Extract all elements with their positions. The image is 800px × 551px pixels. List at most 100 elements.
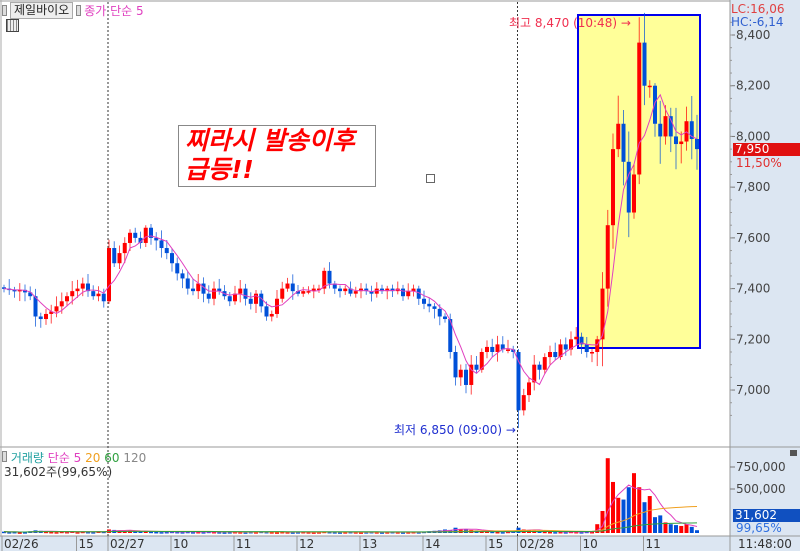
- volume-bar: [343, 532, 348, 534]
- price-axis-bg: [730, 0, 800, 551]
- volume-bar: [212, 531, 216, 534]
- volume-bar: [679, 525, 684, 533]
- volume-bar: [170, 531, 174, 534]
- candle-body: [674, 136, 678, 145]
- volume-bar: [301, 531, 306, 534]
- volume-ma60[interactable]: 60: [104, 451, 120, 465]
- volume-bar: [248, 531, 253, 534]
- volume-tick-label: 750,000: [736, 460, 786, 474]
- high-marker-text: 최고 8,470 (10:48): [509, 16, 618, 30]
- volume-bar: [637, 487, 642, 533]
- volume-bar: [558, 531, 563, 534]
- volume-bar: [311, 532, 316, 534]
- candle-body: [154, 237, 159, 241]
- volume-ma5[interactable]: 단순 5: [47, 451, 82, 465]
- candle-body: [212, 288, 216, 299]
- stock-name-button[interactable]: 제일바이오: [10, 2, 74, 19]
- volume-bar: [385, 532, 390, 534]
- volume-bar: [369, 531, 374, 534]
- candle-body: [516, 352, 521, 411]
- volume-bar: [12, 531, 17, 534]
- candle-body: [495, 344, 500, 352]
- drag-handle[interactable]: [76, 5, 82, 16]
- candle-body: [369, 291, 374, 294]
- candle-body: [280, 288, 285, 299]
- time-label: 11: [236, 537, 251, 551]
- volume-bar: [133, 531, 138, 533]
- candle-body: [464, 369, 468, 385]
- volume-bar: [443, 529, 447, 533]
- volume-tick-label: 500,000: [736, 482, 786, 496]
- volume-bar: [584, 531, 589, 534]
- volume-bar: [495, 531, 500, 534]
- volume-legend: 거래량 단순 5 20 60 120: [2, 449, 146, 466]
- candle-body: [506, 349, 510, 351]
- candle-body: [390, 288, 395, 292]
- volume-ma120[interactable]: 120: [123, 451, 147, 465]
- volume-bar: [65, 531, 69, 534]
- panel-menu-icon[interactable]: [790, 450, 797, 456]
- candle-body: [527, 382, 531, 396]
- volume-bar: [23, 532, 27, 534]
- candle-body: [254, 293, 258, 304]
- candle-body: [191, 288, 195, 292]
- candle-body: [227, 296, 232, 302]
- candle-body: [233, 293, 237, 302]
- volume-bar: [7, 532, 12, 534]
- candle-body: [301, 291, 306, 294]
- checkbox-icon[interactable]: [426, 174, 435, 183]
- volume-bar: [206, 531, 211, 534]
- candle-body: [112, 248, 117, 264]
- candle-body: [17, 289, 22, 292]
- candle-body: [238, 288, 243, 294]
- drag-handle[interactable]: [2, 451, 7, 462]
- volume-bar: [269, 532, 274, 534]
- volume-bar: [80, 531, 85, 534]
- candle-body: [33, 296, 38, 317]
- candle-body: [521, 395, 526, 411]
- candle-body: [364, 288, 369, 292]
- candle-body: [359, 288, 363, 292]
- volume-bar: [642, 502, 647, 533]
- volume-bar: [233, 531, 237, 534]
- drag-handle[interactable]: [2, 5, 7, 16]
- volume-bar: [296, 532, 300, 534]
- volume-bar: [75, 532, 80, 534]
- high-marker: 최고 8,470 (10:48) →: [509, 14, 631, 31]
- volume-bar: [595, 524, 600, 533]
- volume-bar: [548, 531, 552, 534]
- candle-body: [12, 289, 17, 292]
- candle-body: [269, 313, 274, 317]
- volume-title[interactable]: 거래량: [10, 451, 44, 465]
- candle-body: [590, 352, 594, 354]
- annotation-textbox[interactable]: 찌라시 발송이후 급등!!: [178, 125, 376, 187]
- calculator-icon[interactable]: [6, 19, 19, 32]
- candle-body: [49, 311, 54, 314]
- ma-indicator-label[interactable]: 종가 단순 5: [84, 4, 144, 18]
- candle-body: [332, 283, 337, 289]
- volume-bar: [175, 531, 180, 534]
- volume-bar: [238, 532, 243, 534]
- candle-body: [128, 232, 132, 243]
- candle-body: [668, 116, 673, 137]
- candle-body: [217, 288, 222, 292]
- candle-body: [448, 319, 453, 352]
- volume-bar: [201, 532, 206, 534]
- candle-body: [28, 292, 33, 297]
- candle-body: [164, 248, 169, 254]
- candle-body: [65, 296, 69, 302]
- candle-body: [96, 293, 101, 297]
- time-label: 02/27: [110, 537, 145, 551]
- candle-body: [658, 123, 663, 137]
- volume-bar: [506, 531, 510, 534]
- volume-bar: [149, 531, 153, 534]
- volume-bar: [674, 525, 678, 533]
- candle-body: [647, 85, 652, 88]
- volume-ma20[interactable]: 20: [85, 451, 101, 465]
- candle-body: [600, 288, 605, 340]
- candle-body: [70, 291, 75, 297]
- candle-body: [422, 298, 426, 304]
- volume-bar: [275, 532, 279, 534]
- candle-body: [474, 364, 479, 370]
